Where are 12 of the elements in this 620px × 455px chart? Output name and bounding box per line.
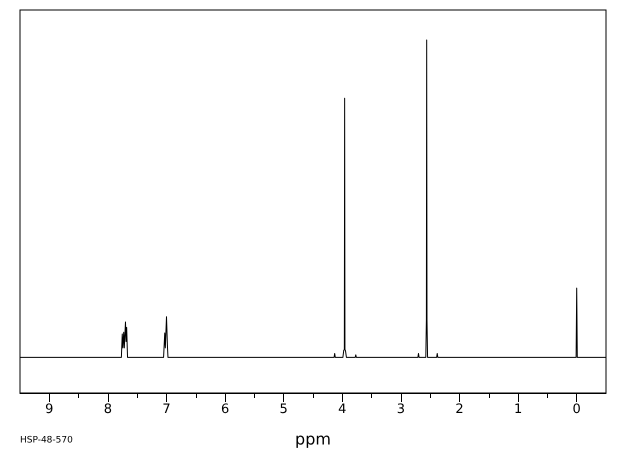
x-tick-label: 4 <box>338 402 346 417</box>
x-tick-label: 8 <box>104 402 112 417</box>
x-tick-label: 9 <box>45 402 54 417</box>
x-tick-label: 1 <box>514 402 522 417</box>
x-tick-label: 7 <box>162 402 171 417</box>
x-tick-label: 2 <box>455 402 464 417</box>
x-tick-label: 0 <box>572 402 581 417</box>
x-tick-label: 3 <box>396 402 406 417</box>
text: HSP-48-570 <box>20 436 74 446</box>
x-axis-title: ppm <box>295 430 331 448</box>
x-tick-label: 6 <box>220 402 230 417</box>
x-tick-label: 5 <box>280 402 288 417</box>
